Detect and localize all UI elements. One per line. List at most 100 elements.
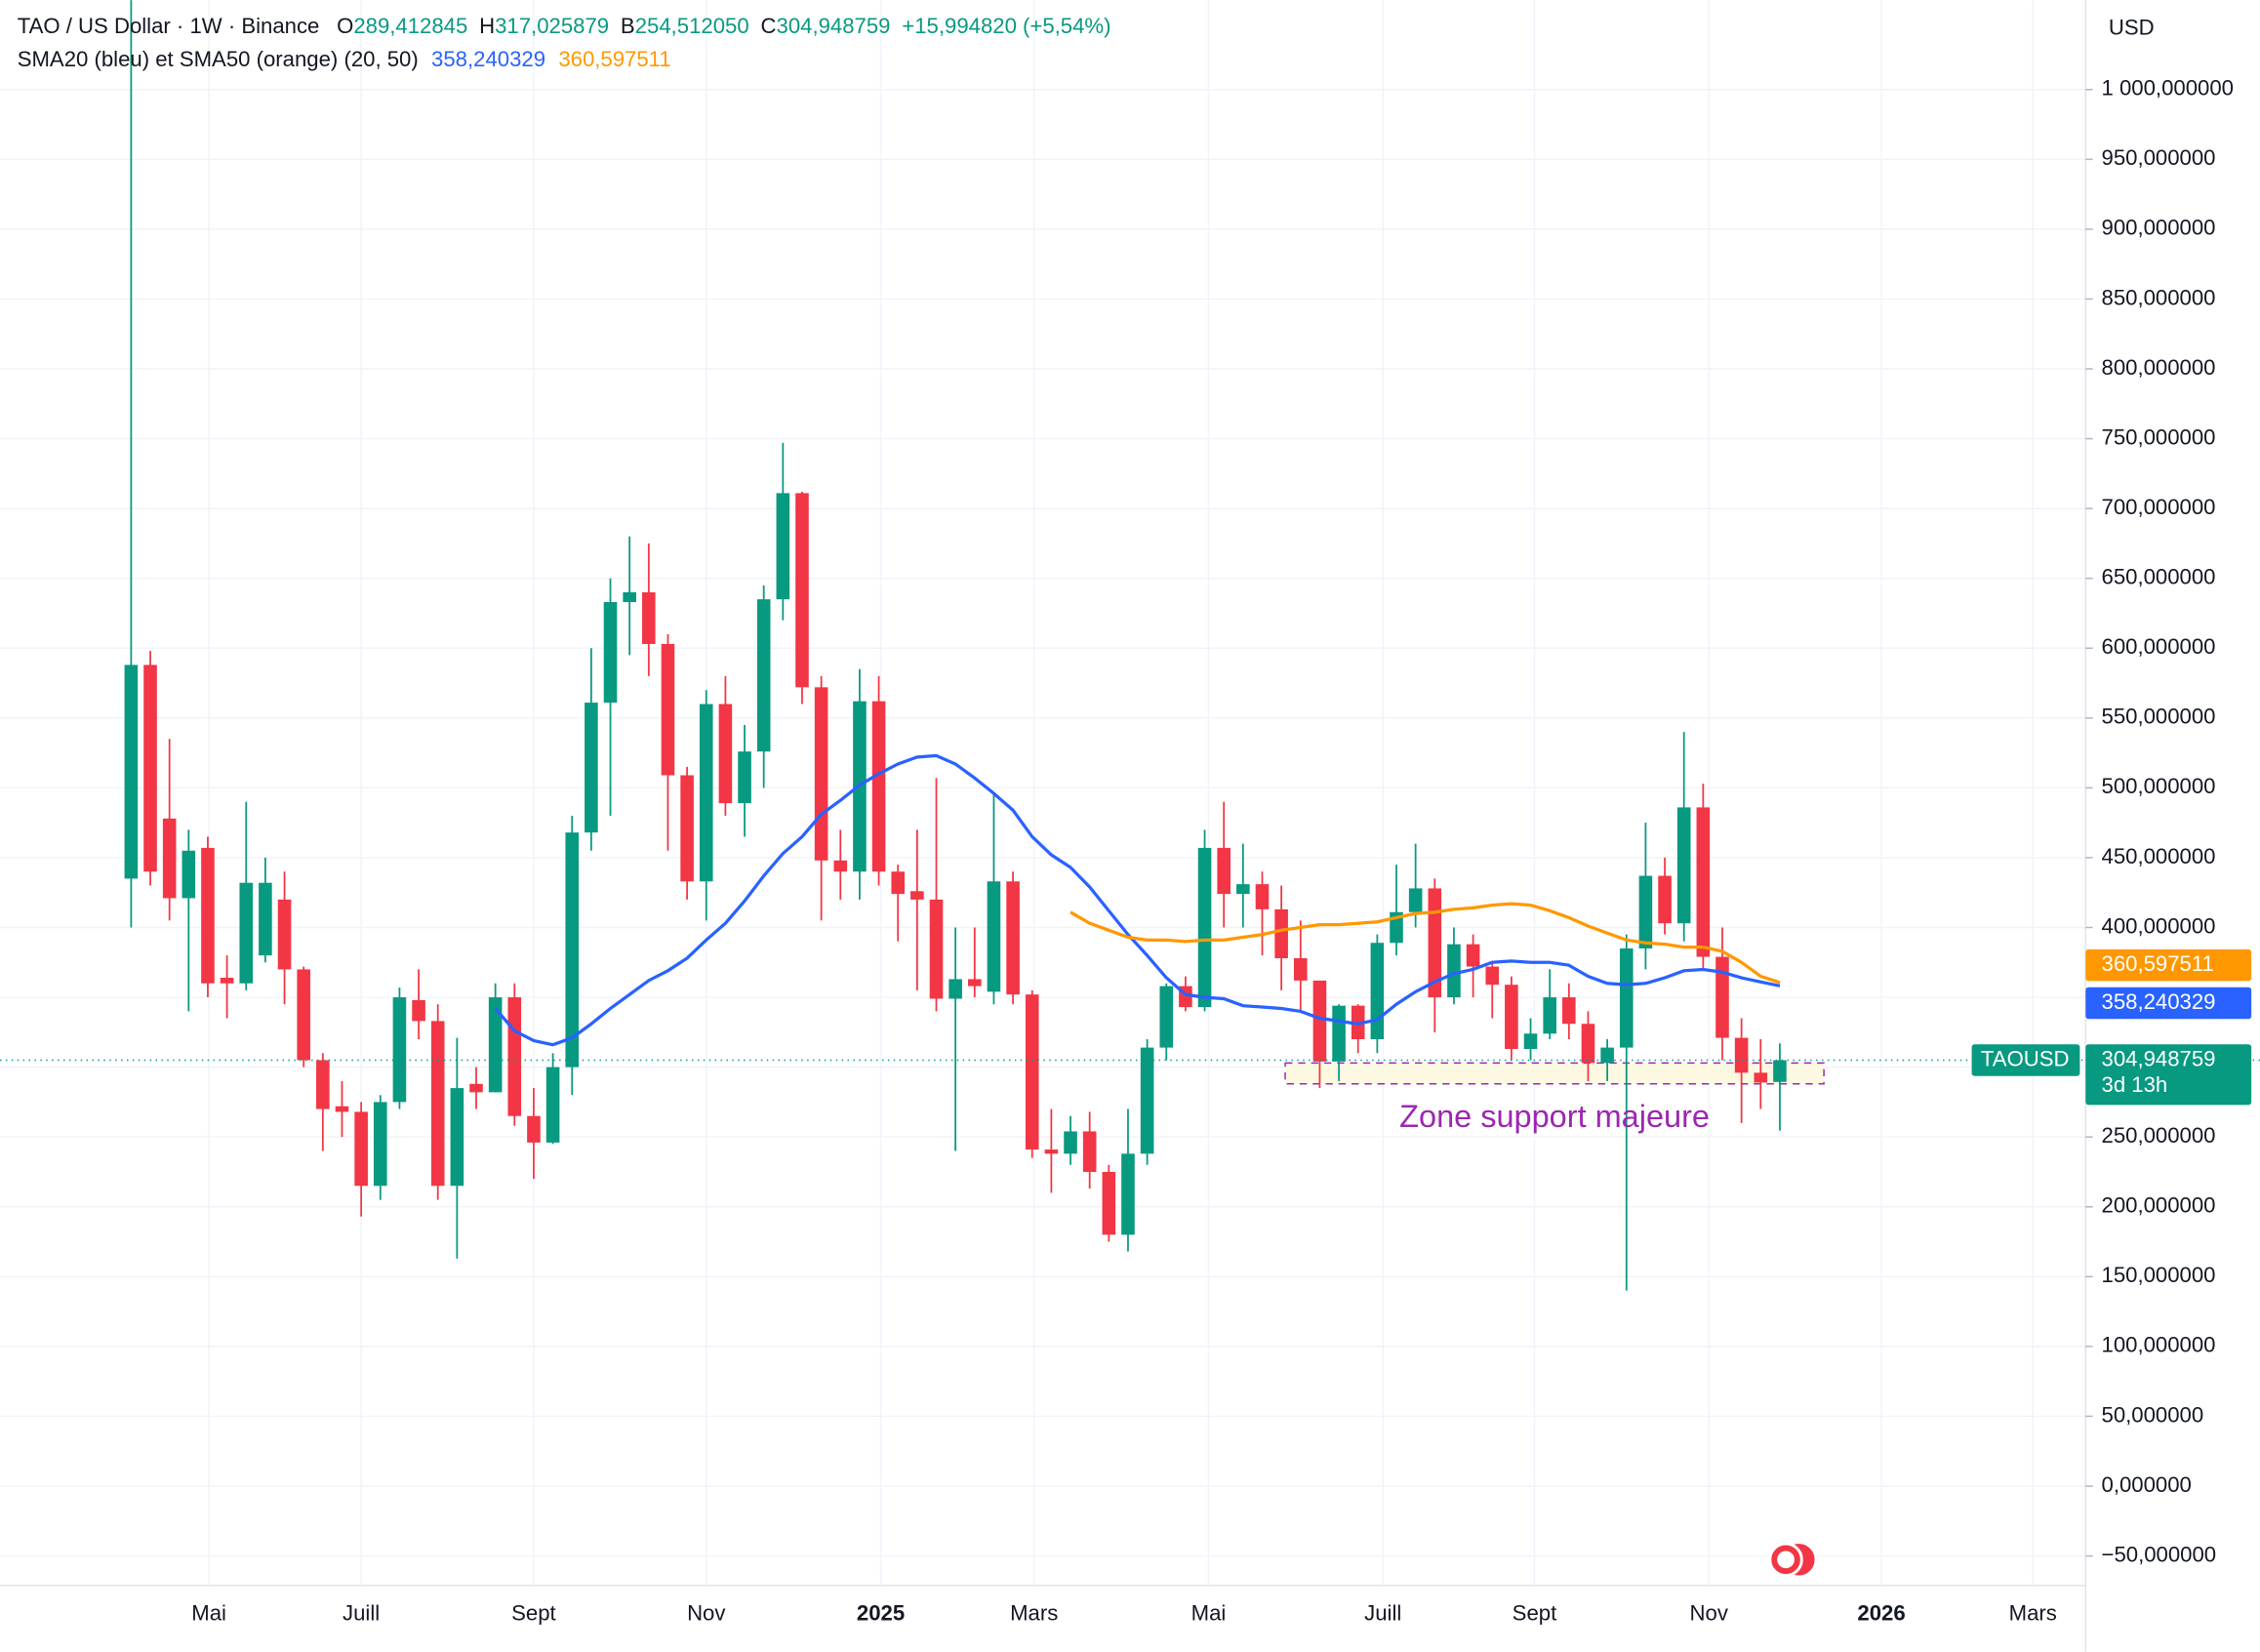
candle-body (929, 899, 944, 999)
x-tick-label: Mars (1010, 1600, 1058, 1625)
y-tick-label: 800,000000 (2102, 355, 2216, 380)
header-item: 254,512050 (635, 14, 749, 38)
candle-body (680, 775, 694, 882)
candle-body (239, 882, 254, 984)
candle-body (1217, 847, 1231, 895)
sma-line (494, 753, 1781, 1047)
candle-body (259, 882, 272, 956)
x-tick-label: Sept (1513, 1600, 1557, 1625)
candle-body (527, 1115, 541, 1143)
price-tag (2085, 1044, 2252, 1106)
candle-body (297, 969, 310, 1061)
y-tick-label: 0,000000 (2102, 1472, 2192, 1497)
candle-body (373, 1102, 387, 1187)
currency: USD (2109, 16, 2155, 40)
y-tick-label: 400,000000 (2102, 913, 2216, 938)
x-tick-label: Juill (343, 1600, 380, 1625)
y-tick-label: 1 000,000000 (2102, 76, 2234, 101)
candle-body (1236, 884, 1250, 895)
candle-body (430, 1021, 445, 1187)
header-item: C (761, 14, 777, 38)
candle-body (814, 687, 828, 861)
candle-body (1140, 1047, 1154, 1154)
candle-body (968, 979, 982, 987)
candle-body (1121, 1153, 1135, 1235)
candle-body (469, 1083, 483, 1093)
countdown: 3d 13h (2102, 1072, 2168, 1097)
y-tick-label: 450,000000 (2102, 844, 2216, 868)
candle-body (354, 1111, 368, 1187)
y-tick-label: 200,000000 (2102, 1193, 2216, 1218)
candle-body (1658, 875, 1672, 924)
header-item: TAO / US Dollar · 1W · Binance (18, 14, 320, 38)
candle-body (1312, 980, 1327, 1062)
sma-tag-label: 360,597511 (2102, 951, 2214, 976)
candle-body (220, 978, 234, 984)
x-tick-label: 2026 (1857, 1600, 1905, 1625)
header-item: O (337, 14, 353, 38)
candle-body (1676, 807, 1691, 924)
header: TAO / US Dollar · 1W · Binance O289,41284… (18, 14, 1111, 38)
header-item: 358,240329 (431, 47, 545, 71)
candle-body (718, 704, 733, 804)
candle-body (738, 751, 751, 804)
candle-body (1082, 1131, 1097, 1172)
candle-body (1543, 997, 1556, 1034)
candle-body (412, 999, 425, 1022)
event-icon (1768, 1542, 1815, 1578)
header-item: B (621, 14, 635, 38)
candle-body (545, 1067, 560, 1143)
grid (0, 0, 2086, 1586)
header-item: 360,597511 (558, 47, 670, 71)
x-tick-label: Mai (1191, 1600, 1227, 1625)
axes: −50,000000 0,000000 50,000000 100,000000 150… (191, 76, 2234, 1626)
support-zone (1284, 1062, 1825, 1085)
candle-body (277, 899, 292, 970)
candle-body (833, 860, 848, 872)
x-tick-label: Nov (687, 1600, 725, 1625)
candle-body (124, 665, 139, 879)
candle-body (1255, 884, 1270, 909)
candle-body (392, 997, 407, 1103)
candle-body (450, 1088, 464, 1187)
candle-body (1466, 944, 1480, 967)
candle-body (1044, 1149, 1059, 1154)
candle-body (871, 701, 886, 872)
candle-body (1293, 957, 1308, 981)
candle-body (1197, 847, 1212, 1008)
candle-body (1102, 1171, 1116, 1235)
candle-body (1332, 1005, 1346, 1062)
header-item: 317,025879 (495, 14, 609, 38)
candle-body (795, 493, 809, 688)
candle-body (1562, 997, 1576, 1025)
candle-body (1370, 943, 1385, 1039)
candle-body (661, 643, 675, 776)
candle-body (316, 1060, 330, 1109)
y-tick-label: 100,000000 (2102, 1333, 2216, 1357)
x-tick-label: Mars (2009, 1600, 2057, 1625)
y-tick-label: 700,000000 (2102, 495, 2216, 519)
candle-body (910, 891, 924, 900)
annotation-label: Zone support majeure (1399, 1099, 1710, 1134)
y-tick-label: 150,000000 (2102, 1263, 2216, 1287)
candle-body (1581, 1024, 1595, 1064)
candle-body (143, 665, 157, 872)
header-item: H (479, 14, 495, 38)
candle-body (1006, 881, 1020, 995)
candle-body (1408, 888, 1423, 912)
plot-area (0, 0, 2086, 1291)
sma-tag (2085, 987, 2252, 1020)
y-tick-label: −50,000000 (2102, 1542, 2217, 1566)
candle-body (1715, 956, 1729, 1038)
candle-body (201, 847, 215, 984)
candle-body (756, 599, 771, 752)
candle-body (1025, 994, 1039, 1150)
candle-body (1159, 986, 1174, 1048)
y-tick-label: 850,000000 (2102, 285, 2216, 309)
candle-body (1064, 1131, 1077, 1154)
candle-body (1485, 966, 1500, 986)
candle-body (1619, 947, 1634, 1048)
header-item: SMA20 (bleu) et SMA50 (orange) (20, 50) (18, 47, 419, 71)
candle-body (1505, 985, 1518, 1050)
y-tick-label: 750,000000 (2102, 424, 2216, 449)
